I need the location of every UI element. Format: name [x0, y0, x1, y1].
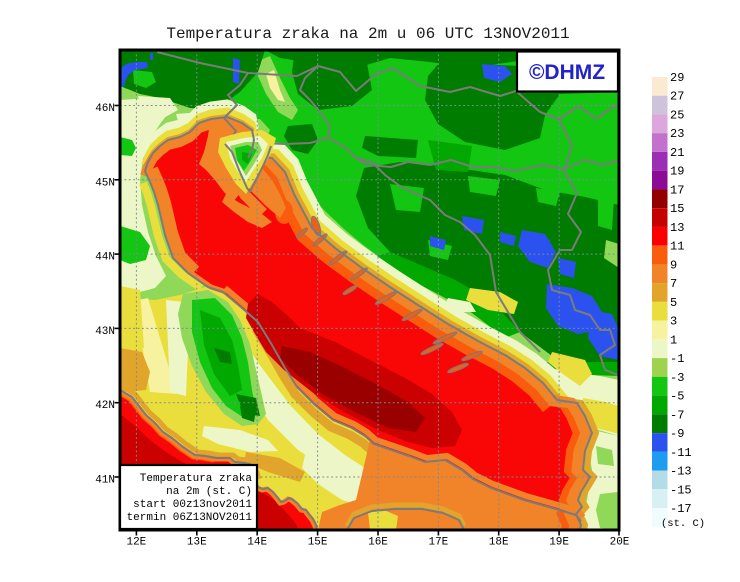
svg-text:19: 19: [670, 165, 684, 179]
svg-text:7: 7: [670, 277, 677, 291]
svg-text:11: 11: [670, 240, 684, 254]
svg-text:-1: -1: [670, 352, 684, 366]
svg-text:-17: -17: [670, 502, 692, 516]
svg-text:17E: 17E: [428, 537, 448, 549]
svg-text:46N: 46N: [95, 103, 115, 115]
svg-text:42N: 42N: [95, 400, 115, 412]
svg-text:29: 29: [670, 71, 684, 85]
svg-text:-13: -13: [670, 465, 692, 479]
svg-text:17: 17: [670, 183, 684, 197]
svg-text:-11: -11: [670, 446, 692, 460]
svg-text:43N: 43N: [95, 326, 115, 338]
svg-text:5: 5: [670, 296, 677, 310]
svg-text:12E: 12E: [126, 537, 146, 549]
svg-text:23: 23: [670, 127, 684, 141]
svg-text:14E: 14E: [247, 537, 267, 549]
svg-text:44N: 44N: [95, 252, 115, 264]
svg-text:15: 15: [670, 202, 684, 216]
svg-text:Temperatura zraka na 2m u 06 U: Temperatura zraka na 2m u 06 UTC 13NOV20…: [166, 25, 569, 43]
svg-text:-7: -7: [670, 408, 684, 422]
svg-text:Temperatura zraka: Temperatura zraka: [140, 473, 253, 485]
svg-text:20E: 20E: [610, 537, 630, 549]
svg-text:18E: 18E: [489, 537, 509, 549]
svg-text:19E: 19E: [549, 537, 569, 549]
svg-text:na 2m (st. C): na 2m (st. C): [166, 486, 252, 498]
svg-text:-3: -3: [670, 371, 684, 385]
svg-text:(st. C): (st. C): [661, 518, 705, 530]
svg-text:13E: 13E: [187, 537, 207, 549]
svg-text:1: 1: [670, 333, 677, 347]
svg-text:16E: 16E: [368, 537, 388, 549]
svg-text:©DHMZ: ©DHMZ: [529, 61, 605, 84]
svg-text:25: 25: [670, 109, 684, 123]
svg-text:21: 21: [670, 146, 684, 160]
svg-text:-15: -15: [670, 483, 692, 497]
svg-text:27: 27: [670, 90, 684, 104]
svg-text:15E: 15E: [308, 537, 328, 549]
svg-text:13: 13: [670, 221, 684, 235]
svg-text:start 00z13nov2011: start 00z13nov2011: [133, 499, 252, 511]
svg-text:termin 06Z13NOV2011: termin 06Z13NOV2011: [127, 512, 253, 524]
svg-text:45N: 45N: [95, 177, 115, 189]
svg-text:9: 9: [670, 258, 677, 272]
svg-text:-5: -5: [670, 390, 684, 404]
svg-text:-9: -9: [670, 427, 684, 441]
svg-text:41N: 41N: [95, 475, 115, 487]
svg-text:3: 3: [670, 315, 677, 329]
